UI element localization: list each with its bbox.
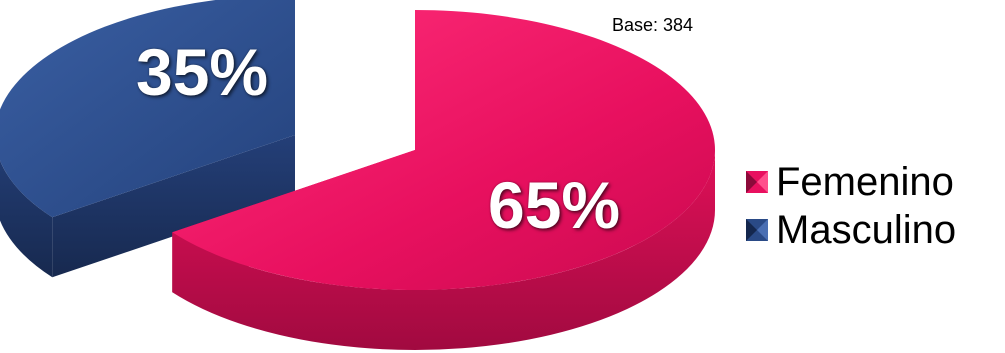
data-label-masculino: 35% [136,35,269,109]
legend: Femenino Masculino [746,158,956,254]
data-label-femenino: 65% [488,168,621,242]
legend-label-femenino: Femenino [776,159,954,204]
legend-item-masculino: Masculino [746,206,956,254]
legend-label-masculino: Masculino [776,207,957,252]
legend-item-femenino: Femenino [746,158,956,206]
legend-swatch-femenino [746,171,768,193]
pie-slice-masculino-wall-0 [52,135,295,278]
pie-slice-femenino-side [172,150,715,350]
pie-slice-masculino-side [0,160,53,278]
pie-slice-femenino [172,10,716,290]
pie-slice-masculino [0,0,295,218]
legend-swatch-masculino [746,219,768,241]
base-note: Base: 384 [612,15,694,35]
